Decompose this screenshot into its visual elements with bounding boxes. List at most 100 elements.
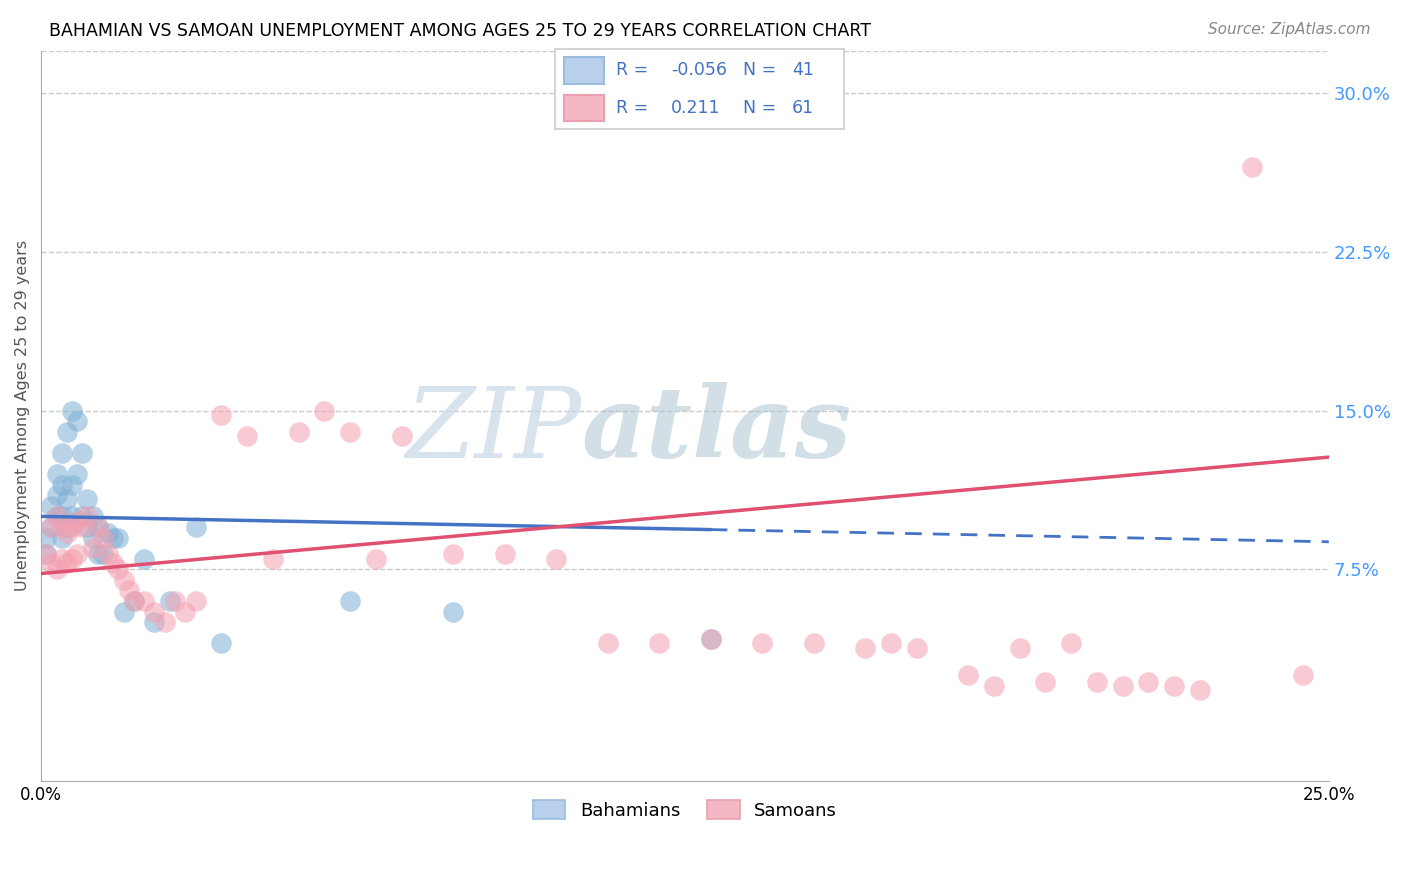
- Point: [45, 488, 67, 502]
- Point: [1085, 674, 1108, 689]
- Point: [163, 594, 186, 608]
- Point: [51, 446, 73, 460]
- Point: [143, 615, 166, 630]
- Point: [66, 467, 89, 481]
- Point: [339, 425, 361, 439]
- Point: [51, 509, 73, 524]
- Point: [56, 425, 79, 439]
- Point: [51, 551, 73, 566]
- Point: [648, 636, 671, 650]
- Point: [122, 594, 145, 608]
- Point: [184, 520, 207, 534]
- Text: N =: N =: [742, 62, 782, 79]
- Text: 0.211: 0.211: [671, 99, 720, 117]
- Point: [957, 668, 980, 682]
- Point: [699, 632, 721, 647]
- Point: [56, 492, 79, 507]
- Point: [72, 446, 94, 460]
- Point: [209, 408, 232, 422]
- Text: R =: R =: [616, 62, 654, 79]
- Point: [107, 562, 129, 576]
- Point: [45, 509, 67, 524]
- Point: [262, 551, 284, 566]
- Point: [153, 615, 176, 630]
- Point: [184, 594, 207, 608]
- FancyBboxPatch shape: [555, 49, 844, 129]
- Point: [56, 556, 79, 570]
- FancyBboxPatch shape: [564, 95, 605, 121]
- Point: [76, 509, 98, 524]
- Text: -0.056: -0.056: [671, 62, 727, 79]
- Point: [60, 477, 83, 491]
- Point: [112, 605, 135, 619]
- Point: [56, 526, 79, 541]
- Text: 61: 61: [792, 99, 814, 117]
- Point: [546, 551, 568, 566]
- Point: [853, 640, 876, 655]
- Point: [41, 556, 63, 570]
- Point: [134, 594, 156, 608]
- Point: [1008, 640, 1031, 655]
- Point: [596, 636, 619, 650]
- Point: [122, 594, 145, 608]
- Point: [287, 425, 309, 439]
- Point: [112, 573, 135, 587]
- Point: [1112, 679, 1135, 693]
- FancyBboxPatch shape: [564, 57, 605, 84]
- Text: BAHAMIAN VS SAMOAN UNEMPLOYMENT AMONG AGES 25 TO 29 YEARS CORRELATION CHART: BAHAMIAN VS SAMOAN UNEMPLOYMENT AMONG AG…: [49, 22, 872, 40]
- Point: [103, 531, 125, 545]
- Point: [60, 509, 83, 524]
- Point: [1188, 683, 1211, 698]
- Point: [35, 531, 58, 545]
- Point: [1240, 160, 1263, 174]
- Point: [72, 509, 94, 524]
- Point: [880, 636, 903, 650]
- Point: [1292, 668, 1315, 682]
- Point: [97, 526, 120, 541]
- Point: [441, 548, 464, 562]
- Point: [494, 548, 516, 562]
- Point: [87, 520, 110, 534]
- Point: [82, 541, 104, 556]
- Point: [314, 403, 336, 417]
- Point: [76, 492, 98, 507]
- Point: [803, 636, 825, 650]
- Point: [1060, 636, 1083, 650]
- Text: 41: 41: [792, 62, 814, 79]
- Legend: Bahamians, Samoans: Bahamians, Samoans: [526, 792, 844, 827]
- Text: Source: ZipAtlas.com: Source: ZipAtlas.com: [1208, 22, 1371, 37]
- Point: [41, 499, 63, 513]
- Point: [1035, 674, 1057, 689]
- Point: [1163, 679, 1185, 693]
- Point: [72, 520, 94, 534]
- Point: [1137, 674, 1160, 689]
- Point: [51, 477, 73, 491]
- Point: [41, 520, 63, 534]
- Point: [143, 605, 166, 619]
- Point: [60, 520, 83, 534]
- Point: [134, 551, 156, 566]
- Point: [66, 414, 89, 428]
- Point: [209, 636, 232, 650]
- Point: [87, 520, 110, 534]
- Point: [391, 429, 413, 443]
- Point: [441, 605, 464, 619]
- Point: [236, 429, 259, 443]
- Point: [87, 548, 110, 562]
- Point: [41, 520, 63, 534]
- Text: atlas: atlas: [582, 382, 852, 479]
- Point: [364, 551, 387, 566]
- Point: [983, 679, 1005, 693]
- Point: [66, 514, 89, 528]
- Point: [35, 548, 58, 562]
- Text: N =: N =: [742, 99, 782, 117]
- Point: [174, 605, 197, 619]
- Point: [66, 548, 89, 562]
- Point: [76, 520, 98, 534]
- Point: [118, 583, 141, 598]
- Point: [91, 531, 114, 545]
- Point: [45, 467, 67, 481]
- Point: [51, 531, 73, 545]
- Point: [60, 403, 83, 417]
- Text: R =: R =: [616, 99, 659, 117]
